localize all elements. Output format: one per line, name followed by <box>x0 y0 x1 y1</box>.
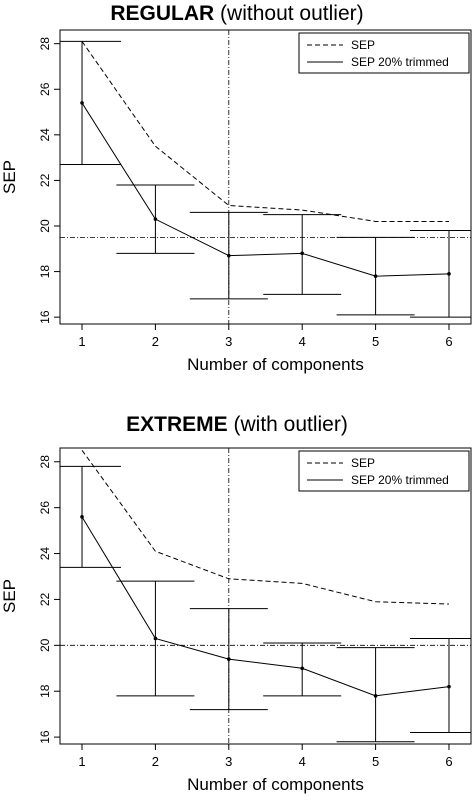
y-tick-label: 26 <box>38 501 52 515</box>
series-line-0 <box>81 450 449 605</box>
legend-box <box>298 32 470 74</box>
legend-label-0: SEP <box>351 456 375 470</box>
x-tick-label: 5 <box>372 754 379 769</box>
series-point <box>373 274 378 278</box>
legend-label-0: SEP <box>351 38 375 52</box>
series-point <box>153 636 158 641</box>
y-tick-label: 20 <box>38 638 52 652</box>
series-line-1 <box>81 102 449 277</box>
y-tick-label: 18 <box>38 684 52 698</box>
series-point <box>80 515 84 519</box>
y-tick-label: 22 <box>38 592 52 606</box>
chart-panel-0: 16 18 20 22 24 26 28 1 2 3 4 5 6 Number of components… <box>0 29 472 374</box>
chart-panel-1: 16 18 20 22 24 26 28 1 2 3 4 5 6 Number of components… <box>0 447 472 794</box>
series-line-0 <box>81 41 449 222</box>
series-point <box>153 217 158 221</box>
legend-box <box>298 450 470 492</box>
x-tick-label: 4 <box>299 334 306 349</box>
x-tick-label: 2 <box>152 754 159 769</box>
y-tick-label: 16 <box>38 730 52 744</box>
series-point <box>80 101 84 105</box>
y-tick-label: 16 <box>38 310 52 324</box>
legend-label-1: SEP 20% trimmed <box>351 55 449 69</box>
chart-title-extreme: EXTREME (with outlier) <box>0 413 474 437</box>
y-tick-label: 24 <box>38 547 52 561</box>
x-tick-label: 6 <box>445 754 452 769</box>
chart-title-bold: EXTREME <box>126 413 228 436</box>
series-point <box>227 657 231 661</box>
x-tick-label: 3 <box>225 334 232 349</box>
y-axis-label: SEP <box>0 160 19 194</box>
y-tick-label: 28 <box>38 455 52 469</box>
series-point <box>300 251 304 256</box>
y-tick-label: 26 <box>38 82 52 96</box>
y-tick-label: 18 <box>38 265 52 279</box>
series-point <box>447 684 451 689</box>
series-point <box>447 272 451 276</box>
series-line-1 <box>81 516 450 697</box>
x-tick-label: 1 <box>78 334 85 349</box>
plot-frame <box>59 447 472 745</box>
x-tick-label: 5 <box>372 334 379 349</box>
x-tick-label: 3 <box>225 754 232 769</box>
x-tick-label: 6 <box>445 334 452 349</box>
chart-title-rest: (without outlier) <box>214 2 364 25</box>
x-axis-label: Number of components <box>187 775 364 794</box>
series-point <box>300 666 304 671</box>
series-point <box>227 253 231 258</box>
series-point <box>373 694 378 698</box>
x-axis-label: Number of components <box>187 355 364 374</box>
x-tick-label: 4 <box>299 754 306 769</box>
x-tick-label: 2 <box>152 334 159 349</box>
y-tick-label: 22 <box>38 173 52 187</box>
y-axis-label: SEP <box>0 579 19 613</box>
y-tick-label: 24 <box>38 128 52 142</box>
legend-label-1: SEP 20% trimmed <box>351 473 449 487</box>
chart-title-bold: REGULAR <box>110 2 215 25</box>
y-tick-label: 28 <box>38 37 52 51</box>
chart-title-regular: REGULAR (without outlier) <box>0 2 474 26</box>
plot-frame <box>59 29 472 325</box>
y-tick-label: 20 <box>38 219 52 233</box>
chart-title-rest: (with outlier) <box>227 413 348 436</box>
x-tick-label: 1 <box>78 754 85 769</box>
